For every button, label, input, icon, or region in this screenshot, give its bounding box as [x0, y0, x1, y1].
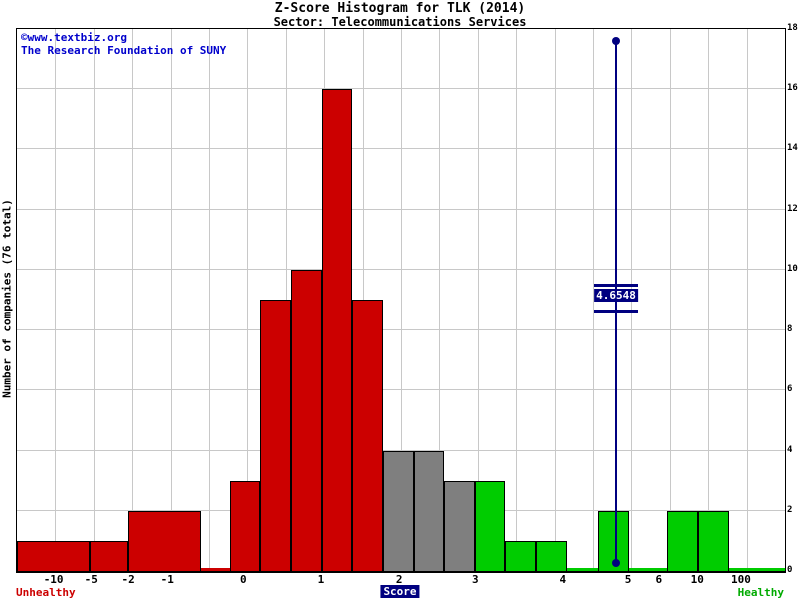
y-axis-ticks: 0 2 4 6 8 10 12 14 16 18: [787, 23, 800, 575]
gridline-horizontal: [17, 268, 785, 270]
histogram-bar: [475, 480, 506, 571]
histogram-bar: [127, 510, 201, 571]
gridline-vertical: [477, 29, 479, 571]
histogram-bar: [697, 510, 729, 571]
x-tick-label: 5: [624, 573, 632, 586]
x-tick-label: 6: [655, 573, 663, 586]
marker-top-dot: [612, 37, 621, 45]
x-axis-label: Score: [380, 585, 420, 598]
y-tick-label: 2: [787, 504, 793, 515]
histogram-bar: [89, 540, 128, 571]
chart-subtitle: Sector: Telecommunications Services: [273, 15, 527, 29]
histogram-bar: [536, 540, 567, 571]
histogram-bar: [17, 540, 90, 571]
gridline-vertical: [708, 29, 710, 571]
y-tick-label: 16: [787, 83, 798, 94]
gridline-vertical: [669, 29, 671, 571]
marker-bottom-dot: [612, 559, 621, 567]
histogram-bar: [566, 568, 598, 571]
histogram-bar: [321, 89, 352, 571]
y-tick-label: 6: [787, 384, 793, 395]
marker-cap-top: [594, 284, 639, 287]
watermark-org: The Research Foundation of SUNY: [21, 44, 227, 57]
x-axis-ticks: -10 -5 -2 -1 0 1 2 3 4 5 6 10 100: [16, 573, 784, 586]
histogram-bar: [597, 510, 630, 571]
marker-value-label: 4.6548: [594, 289, 638, 302]
gridline-vertical: [209, 29, 210, 571]
y-tick-label: 4: [787, 444, 793, 455]
marker-line: [615, 41, 618, 563]
watermark: ©www.textbiz.org The Research Foundation…: [21, 31, 226, 57]
gridline-vertical: [593, 29, 594, 571]
plot-area: ©www.textbiz.org The Research Foundation…: [16, 28, 786, 573]
watermark-link[interactable]: ©www.textbiz.org: [21, 31, 127, 44]
gridline-horizontal: [17, 329, 785, 331]
gridline-vertical: [93, 29, 95, 571]
gridline-vertical: [516, 29, 518, 571]
histogram-bar: [444, 480, 476, 571]
y-tick-label: 18: [787, 23, 798, 33]
histogram-bar: [667, 510, 698, 571]
x-tick-label: 0: [240, 573, 247, 586]
histogram-bar: [230, 480, 261, 571]
gridline-horizontal: [17, 389, 785, 391]
x-tick-label: 3: [471, 573, 479, 586]
unhealthy-label: Unhealthy: [16, 586, 76, 599]
gridline-vertical: [247, 29, 249, 571]
x-tick-label: 1: [317, 573, 325, 586]
y-axis-label: Number of companies (76 total): [0, 199, 14, 398]
gridline-horizontal: [17, 449, 785, 451]
gridline-vertical: [132, 29, 134, 571]
histogram-bar: [629, 568, 668, 571]
gridline-vertical: [554, 29, 556, 571]
healthy-label: Healthy: [737, 586, 784, 599]
x-tick-label: 4: [559, 573, 567, 586]
histogram-bar: [200, 568, 231, 571]
x-tick-label: 2: [395, 573, 403, 586]
gridline-vertical: [439, 29, 441, 571]
y-tick-label: 12: [787, 203, 798, 214]
x-tick-label: -5: [84, 573, 98, 586]
gridline-horizontal: [17, 88, 785, 90]
y-tick-label: 14: [787, 143, 798, 154]
x-tick-label: -2: [121, 573, 135, 586]
gridline-vertical: [170, 29, 172, 571]
histogram-bar: [728, 568, 785, 571]
x-tick-label: 100: [731, 573, 751, 586]
histogram-bar: [290, 269, 322, 571]
histogram-bar: [382, 450, 415, 571]
x-tick-label: -10: [43, 573, 64, 586]
y-tick-label: 10: [787, 263, 798, 274]
histogram-bar: [260, 300, 291, 571]
histogram-bar: [351, 300, 383, 571]
gridline-horizontal: [17, 208, 785, 210]
gridline-vertical: [746, 29, 748, 571]
gridline-vertical: [401, 29, 402, 571]
x-tick-label: 10: [690, 573, 704, 586]
gridline-vertical: [55, 29, 57, 571]
y-tick-label: 0: [787, 565, 793, 575]
histogram-bar: [414, 450, 444, 571]
chart-title: Z-Score Histogram for TLK (2014): [274, 1, 526, 16]
histogram-bar: [505, 540, 537, 571]
x-tick-label: -1: [160, 573, 174, 586]
marker-cap-bottom: [594, 310, 639, 313]
y-tick-label: 8: [787, 324, 793, 335]
gridline-horizontal: [17, 148, 785, 150]
